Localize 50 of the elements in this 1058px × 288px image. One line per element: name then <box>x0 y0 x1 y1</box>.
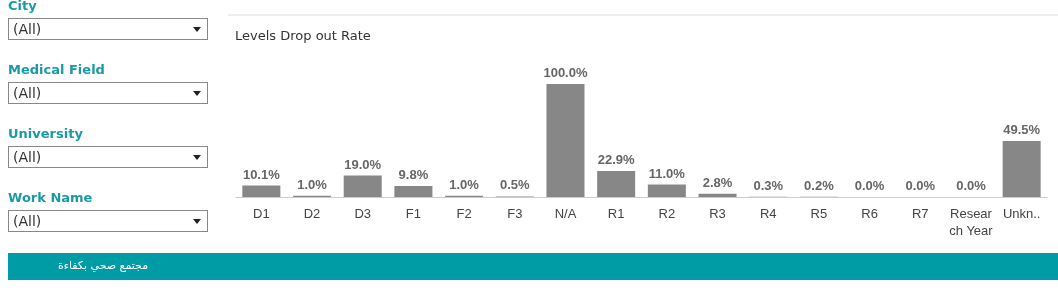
text: City <box>8 0 37 13</box>
bar <box>343 175 382 197</box>
data-label: 0.3% <box>753 177 784 193</box>
text: مجتمع صحي بكفاءة <box>58 259 149 272</box>
x-tick-label: D1 <box>253 206 270 221</box>
bar <box>647 184 686 197</box>
x-tick-label: R5 <box>810 206 828 221</box>
bar <box>597 171 636 197</box>
x-tick-label: R3 <box>709 206 726 221</box>
data-label: 2.8% <box>702 174 733 190</box>
bar <box>546 84 585 197</box>
dropdown-field: (All) <box>8 82 208 104</box>
x-tick-label: D2 <box>303 206 321 221</box>
data-label: 19.0% <box>344 156 382 172</box>
x-tick-label: N/A <box>554 206 577 221</box>
x-tick-label: R7 <box>911 206 929 221</box>
bar <box>698 193 737 197</box>
x-tick-label: R4 <box>759 206 777 221</box>
x-tick-label: Unkn.. <box>1002 206 1041 221</box>
dropdown-field: (All) <box>8 18 208 40</box>
x-tick-label: F2 <box>456 206 472 221</box>
x-tick-label: R2 <box>658 206 676 221</box>
chart-title: Levels Drop out Rate <box>235 28 371 43</box>
text: Medical Field <box>8 62 105 77</box>
x-tick-label: R1 <box>607 206 625 221</box>
bar <box>394 185 433 197</box>
x-tick-label: D3 <box>354 206 372 221</box>
data-label: 0.5% <box>499 177 531 193</box>
x-tick-label: F1 <box>405 206 421 221</box>
data-label: 0.0% <box>956 178 987 193</box>
data-label: 1.0% <box>297 176 328 192</box>
bar <box>1002 141 1041 197</box>
dropdown-field: (All) <box>8 146 208 168</box>
data-label: 11.0% <box>648 165 686 181</box>
data-label: 9.8% <box>398 166 429 182</box>
data-label: 1.0% <box>449 176 480 192</box>
data-label: 49.5% <box>1003 122 1041 138</box>
bar <box>242 185 281 197</box>
dropdown-field: (All) <box>8 210 208 232</box>
x-tick-label: R6 <box>861 206 878 221</box>
data-label: 0.2% <box>804 177 835 193</box>
text: University <box>8 126 83 141</box>
data-label: 10.1% <box>242 166 281 182</box>
x-tick-label: Research Year <box>949 206 994 238</box>
data-label: 100.0% <box>543 65 588 80</box>
data-label: 0.0% <box>854 178 885 193</box>
x-tick-label: F3 <box>507 206 523 221</box>
data-label: 22.9% <box>597 152 636 168</box>
data-label: 0.0% <box>905 178 936 193</box>
text: Work Name <box>8 190 93 205</box>
